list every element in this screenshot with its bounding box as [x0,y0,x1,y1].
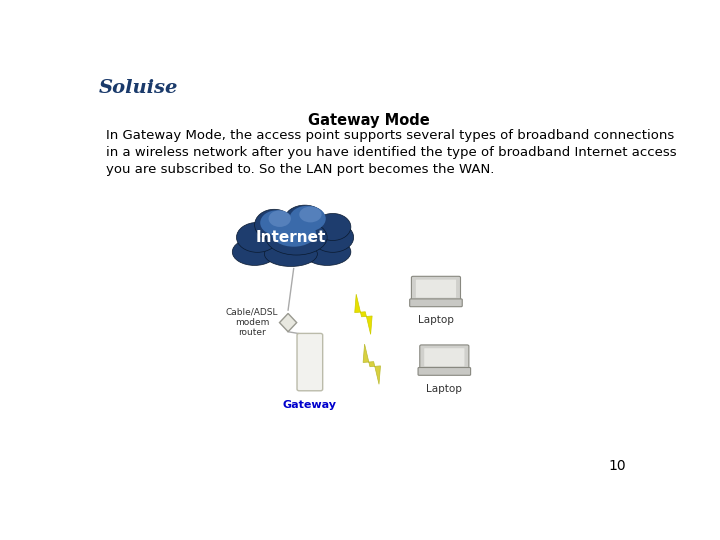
Ellipse shape [300,207,322,222]
FancyBboxPatch shape [297,333,323,391]
Text: Laptop: Laptop [418,315,454,325]
Ellipse shape [289,206,325,232]
Text: 10: 10 [608,459,626,473]
Ellipse shape [233,238,277,266]
Ellipse shape [255,210,294,240]
Text: Internet: Internet [256,230,326,245]
Ellipse shape [266,220,327,255]
FancyBboxPatch shape [411,276,461,301]
Text: Laptop: Laptop [426,383,462,394]
Text: Gateway: Gateway [283,400,337,409]
Ellipse shape [312,222,354,252]
Ellipse shape [271,220,316,247]
FancyBboxPatch shape [416,280,456,298]
Ellipse shape [303,238,351,266]
Ellipse shape [264,241,318,266]
Ellipse shape [260,211,294,235]
Text: Soluise: Soluise [99,79,178,97]
FancyBboxPatch shape [410,299,462,307]
Polygon shape [355,294,372,334]
Text: Cable/ADSL
modem
router: Cable/ADSL modem router [225,308,278,338]
Text: In Gateway Mode, the access point supports several types of broadband connection: In Gateway Mode, the access point suppor… [106,129,676,176]
Ellipse shape [315,213,351,240]
FancyBboxPatch shape [420,345,469,369]
Ellipse shape [269,211,291,227]
Ellipse shape [236,222,279,252]
Ellipse shape [284,205,325,237]
FancyBboxPatch shape [424,348,464,366]
FancyBboxPatch shape [418,368,471,375]
Text: Gateway Mode: Gateway Mode [308,113,430,127]
Polygon shape [279,313,297,332]
Polygon shape [363,344,380,384]
